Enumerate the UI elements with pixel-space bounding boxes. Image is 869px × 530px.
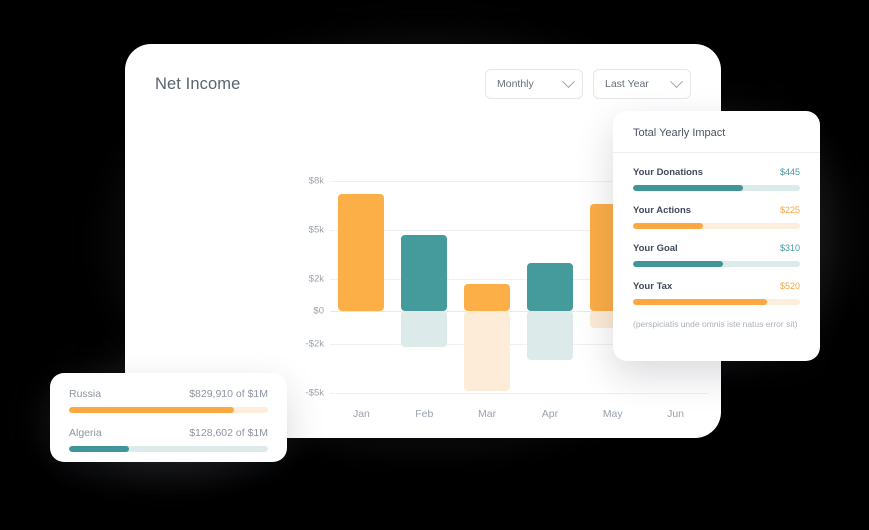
chart-bar[interactable]	[526, 311, 573, 361]
gridline	[330, 311, 707, 313]
chart-bar[interactable]	[464, 311, 511, 392]
impact-row-label: Your Actions	[633, 205, 692, 216]
impact-row-value: $520	[779, 281, 800, 291]
impact-progress-fill	[633, 261, 724, 267]
total-yearly-impact-card: Total Yearly Impact Your Donations $445 Yo…	[613, 111, 820, 361]
country-row-header: Russia $829,910 of $1M	[69, 388, 268, 400]
card-header: Net Income Monthly Last Year	[155, 62, 691, 106]
y-axis-tick-label: -$2k	[305, 338, 324, 350]
impact-row-header: Your Actions $225	[633, 205, 800, 216]
chart-bar-group[interactable]: Jan	[330, 140, 393, 438]
impact-progress-bar	[633, 261, 800, 267]
net-income-chart: $8k $5k $2k $0 -$2k -$5k Jan Feb Mar Apr May Jun	[125, 140, 721, 438]
impact-row-header: Your Goal $310	[633, 243, 800, 254]
country-row-header: Algeria $128,602 of $1M	[69, 427, 268, 439]
impact-row-label: Your Tax	[633, 281, 673, 292]
x-axis-tick-label: Mar	[478, 408, 497, 420]
chart-bar[interactable]	[401, 311, 448, 348]
y-axis-tick-label: $2k	[308, 273, 324, 285]
gridline	[330, 278, 707, 280]
x-axis-tick-label: Jun	[667, 408, 685, 420]
impact-row-header: Your Donations $445	[633, 167, 800, 178]
chart-bar-group[interactable]: Mar	[456, 140, 519, 438]
x-axis-tick-label: Apr	[541, 408, 559, 420]
impact-card-title: Total Yearly Impact	[633, 127, 726, 139]
impact-progress-bar	[633, 223, 800, 229]
gridline	[330, 393, 707, 394]
chart-bar-group[interactable]: Apr	[519, 140, 582, 438]
chart-bar-group[interactable]: Feb	[393, 140, 456, 438]
impact-row-header: Your Tax $520	[633, 281, 800, 292]
impact-row-value: $225	[779, 205, 800, 215]
filter-group: Monthly Last Year	[485, 69, 691, 99]
x-axis-tick-label: Jan	[352, 408, 370, 420]
y-axis-labels: $8k $5k $2k $0 -$2k -$5k	[280, 140, 324, 438]
net-income-card: Net Income Monthly Last Year $8k $5k $2k $0…	[125, 44, 721, 438]
country-row: Algeria $128,602 of $1M	[69, 427, 268, 452]
impact-row-value: $445	[779, 167, 800, 177]
country-progress-card: Russia $829,910 of $1M Algeria $128,602 of …	[50, 373, 287, 462]
impact-progress-fill	[633, 299, 767, 305]
x-axis-tick-label: Feb	[415, 408, 434, 420]
period-select[interactable]: Last Year	[593, 69, 691, 99]
impact-row-label: Your Goal	[633, 243, 678, 254]
chevron-down-icon	[562, 74, 575, 88]
impact-progress-bar	[633, 185, 800, 191]
country-amount: $829,910 of $1M	[189, 388, 268, 400]
impact-row-label: Your Donations	[633, 167, 704, 178]
chart-bars: Jan Feb Mar Apr May Jun	[330, 140, 707, 438]
impact-row: Your Donations $445	[633, 167, 800, 191]
chart-bar[interactable]	[338, 194, 385, 312]
gridline	[330, 229, 707, 231]
impact-progress-fill	[633, 223, 704, 229]
impact-rows: Your Donations $445 Your Actions $225 Your G…	[633, 167, 800, 305]
impact-progress-fill	[633, 185, 744, 191]
divider	[613, 152, 820, 153]
country-amount: $128,602 of $1M	[189, 427, 268, 439]
impact-note: (perspiciatis unde omnis iste natus erro…	[633, 319, 798, 329]
country-progress-fill	[69, 407, 235, 413]
impact-progress-bar	[633, 299, 800, 305]
impact-row: Your Tax $520	[633, 281, 800, 305]
country-progress-fill	[69, 446, 129, 452]
chevron-down-icon	[670, 74, 683, 88]
country-progress-bar	[69, 407, 268, 413]
chart-bar[interactable]	[526, 262, 573, 312]
y-axis-tick-label: $0	[313, 305, 324, 317]
chart-bar[interactable]	[464, 283, 511, 312]
country-rows: Russia $829,910 of $1M Algeria $128,602 of …	[69, 388, 268, 452]
frequency-select[interactable]: Monthly	[485, 69, 583, 99]
country-name: Russia	[69, 388, 102, 400]
x-axis-tick-label: May	[602, 408, 623, 420]
country-progress-bar	[69, 446, 268, 452]
country-name: Algeria	[69, 427, 102, 439]
chart-bar-group[interactable]: Jun	[644, 140, 707, 438]
chart-bar[interactable]	[401, 234, 448, 312]
impact-row: Your Actions $225	[633, 205, 800, 229]
page-title: Net Income	[155, 74, 241, 93]
y-axis-tick-label: -$5k	[305, 387, 324, 399]
gridline	[330, 181, 707, 182]
country-row: Russia $829,910 of $1M	[69, 388, 268, 413]
y-axis-tick-label: $8k	[308, 175, 324, 187]
y-axis-tick-label: $5k	[308, 224, 324, 236]
frequency-select-value: Monthly	[497, 78, 534, 90]
period-select-value: Last Year	[605, 78, 649, 90]
impact-row-value: $310	[779, 243, 800, 253]
gridline	[330, 344, 707, 346]
impact-row: Your Goal $310	[633, 243, 800, 267]
